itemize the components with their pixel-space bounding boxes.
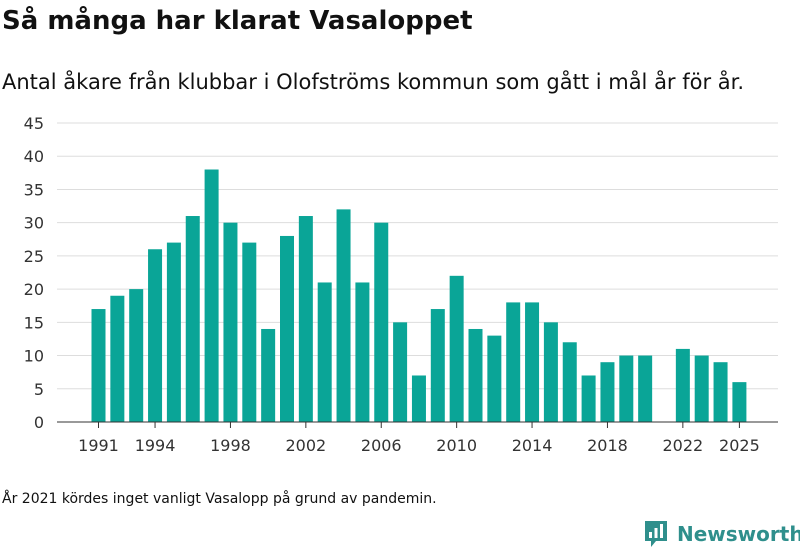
bar-1999[interactable] <box>242 242 257 422</box>
bar-1996[interactable] <box>185 216 200 422</box>
footnote: År 2021 kördes inget vanligt Vasalopp på… <box>2 491 437 507</box>
y-tick-label: 30 <box>24 214 44 233</box>
x-tick-label: 2018 <box>587 436 628 455</box>
y-tick-label: 10 <box>24 347 44 366</box>
brand-name: Newsworthy <box>677 522 800 546</box>
x-tick-label: 2022 <box>662 436 703 455</box>
chart-title: Så många har klarat Vasaloppet <box>2 6 473 36</box>
newsworthy-brand[interactable]: Newsworthy <box>644 519 800 549</box>
bar-2002[interactable] <box>298 216 313 422</box>
x-tick-label: 2010 <box>436 436 477 455</box>
y-tick-label: 35 <box>24 180 44 199</box>
chart-subtitle: Antal åkare från klubbar i Olofströms ko… <box>2 70 745 94</box>
bar-2024[interactable] <box>713 362 728 422</box>
bar-2022[interactable] <box>675 348 690 422</box>
y-tick-label: 45 <box>24 114 44 133</box>
bar-2000[interactable] <box>261 328 276 422</box>
bar-2018[interactable] <box>600 362 615 422</box>
bar-2016[interactable] <box>562 342 577 422</box>
x-tick-label: 2025 <box>719 436 760 455</box>
bar-1995[interactable] <box>166 242 181 422</box>
bar-2025[interactable] <box>732 382 747 422</box>
bar-1992[interactable] <box>110 295 125 422</box>
x-axis: 1991 1994 1998 2002 2006 2010 2014 2018 2022 2025 <box>78 422 760 455</box>
bar-2013[interactable] <box>506 302 521 422</box>
bar-2008[interactable] <box>411 375 426 422</box>
bar-2015[interactable] <box>543 322 558 422</box>
bar-2011[interactable] <box>468 328 483 422</box>
y-tick-label: 0 <box>34 413 44 432</box>
x-tick-label: 2002 <box>285 436 326 455</box>
bar-1997[interactable] <box>204 169 219 422</box>
bar-2014[interactable] <box>525 302 540 422</box>
bar-2005[interactable] <box>355 282 370 422</box>
bar-2007[interactable] <box>393 322 408 422</box>
bars <box>91 169 747 422</box>
bar-1991[interactable] <box>91 309 106 422</box>
y-tick-label: 40 <box>24 147 44 166</box>
bar-2006[interactable] <box>374 222 389 422</box>
x-tick-label: 1991 <box>78 436 119 455</box>
bar-2017[interactable] <box>581 375 596 422</box>
bar-2001[interactable] <box>280 235 294 422</box>
bar-1993[interactable] <box>129 289 144 422</box>
bar-2019[interactable] <box>619 355 634 422</box>
bar-2012[interactable] <box>487 335 502 422</box>
y-tick-label: 15 <box>24 313 44 332</box>
x-tick-label: 2006 <box>361 436 402 455</box>
newsworthy-logo-icon <box>645 521 667 547</box>
bar-2004[interactable] <box>336 209 351 422</box>
y-tick-label: 25 <box>24 247 44 266</box>
y-tick-label: 20 <box>24 280 44 299</box>
bar-2009[interactable] <box>430 309 445 422</box>
x-tick-label: 1994 <box>135 436 176 455</box>
y-tick-label: 5 <box>34 380 44 399</box>
bar-1998[interactable] <box>223 222 238 422</box>
x-tick-label: 1998 <box>210 436 251 455</box>
x-tick-label: 2014 <box>512 436 553 455</box>
y-axis: 0 5 10 15 20 25 30 35 40 45 <box>24 114 44 432</box>
bar-2010[interactable] <box>449 275 464 422</box>
bar-1994[interactable] <box>148 249 163 422</box>
bar-2020[interactable] <box>638 355 653 422</box>
bar-2023[interactable] <box>694 355 709 422</box>
bar-2003[interactable] <box>317 282 332 422</box>
